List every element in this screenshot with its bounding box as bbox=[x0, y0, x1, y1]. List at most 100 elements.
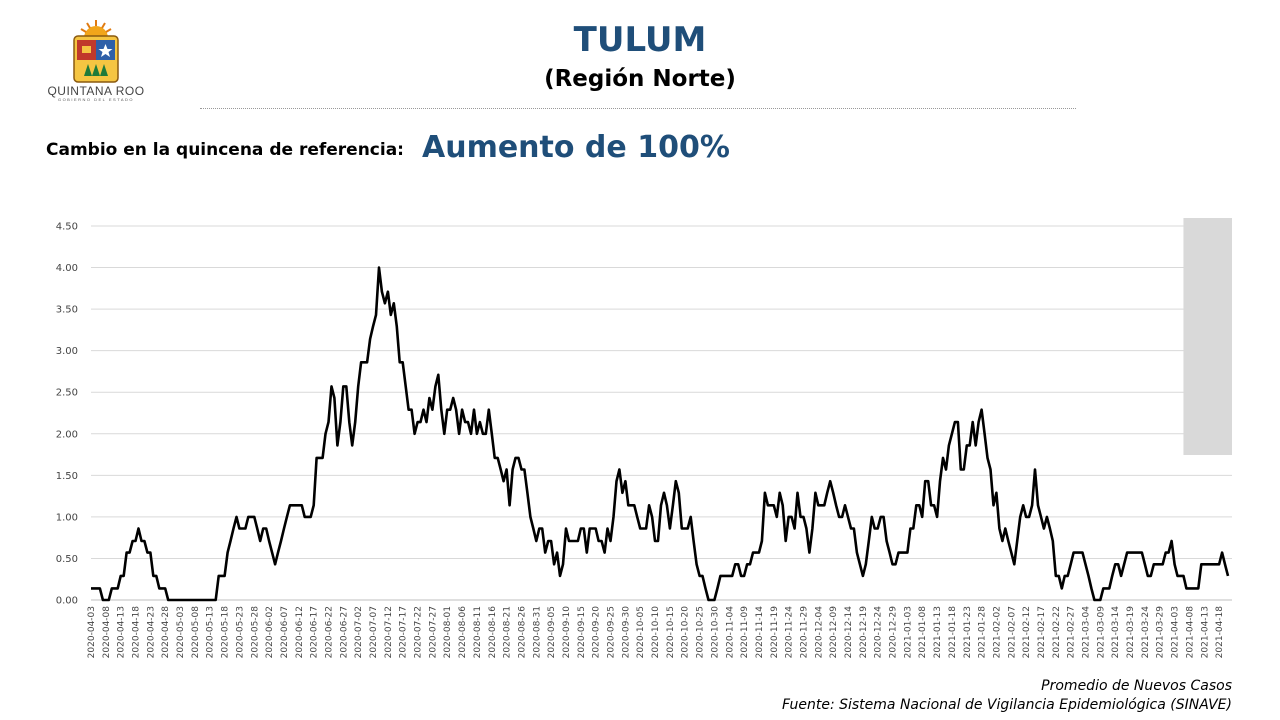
x-tick-label: 2020-06-17 bbox=[310, 606, 320, 658]
x-tick-label: 2021-01-08 bbox=[918, 606, 928, 659]
x-tick-label: 2020-08-26 bbox=[517, 606, 527, 659]
x-tick-label: 2021-04-03 bbox=[1171, 606, 1181, 658]
x-tick-label: 2020-05-18 bbox=[221, 606, 231, 659]
x-tick-label: 2020-07-17 bbox=[399, 606, 409, 658]
x-tick-label: 2020-05-08 bbox=[191, 606, 201, 659]
x-tick-label: 2021-02-27 bbox=[1067, 606, 1077, 658]
change-value: Aumento de 100% bbox=[422, 130, 730, 165]
x-tick-label: 2020-10-20 bbox=[681, 606, 691, 659]
y-tick-label: 4.00 bbox=[56, 263, 78, 274]
x-tick-label: 2020-09-10 bbox=[562, 606, 572, 659]
x-tick-label: 2021-03-09 bbox=[1096, 606, 1106, 659]
x-tick-label: 2020-04-03 bbox=[87, 606, 97, 658]
x-tick-label: 2020-08-06 bbox=[458, 606, 468, 659]
x-tick-label: 2020-09-30 bbox=[621, 606, 631, 659]
y-tick-label: 0.50 bbox=[56, 554, 78, 565]
x-tick-label: 2020-04-13 bbox=[117, 606, 127, 658]
x-tick-label: 2020-12-09 bbox=[829, 606, 839, 659]
x-tick-label: 2020-07-02 bbox=[354, 606, 364, 658]
x-tick-label: 2021-03-24 bbox=[1141, 606, 1151, 659]
x-tick-label: 2020-04-23 bbox=[146, 606, 156, 658]
footer-series-caption: Promedio de Nuevos Casos bbox=[1041, 678, 1232, 694]
x-tick-label: 2021-01-13 bbox=[933, 606, 943, 658]
x-tick-label: 2020-07-27 bbox=[428, 606, 438, 658]
x-tick-label: 2020-12-19 bbox=[859, 606, 869, 659]
y-tick-label: 3.50 bbox=[56, 305, 78, 316]
header-divider bbox=[200, 108, 1076, 109]
x-tick-label: 2020-07-22 bbox=[414, 606, 424, 658]
x-tick-label: 2020-11-04 bbox=[725, 606, 735, 659]
page-title: TULUM bbox=[573, 20, 707, 60]
x-tick-label: 2020-11-19 bbox=[770, 606, 780, 659]
x-tick-label: 2020-04-08 bbox=[102, 606, 112, 659]
x-tick-label: 2020-06-12 bbox=[295, 606, 305, 658]
quintana-roo-coat-of-arms-logo bbox=[73, 20, 119, 83]
footer-source: Fuente: Sistema Nacional de Vigilancia E… bbox=[782, 697, 1232, 713]
x-tick-label: 2020-05-03 bbox=[176, 606, 186, 658]
logo-government-label: GOBIERNO DEL ESTADO bbox=[57, 97, 135, 102]
shaded-region bbox=[1183, 218, 1232, 455]
x-tick-label: 2021-01-03 bbox=[903, 606, 913, 658]
x-tick-label: 2020-05-23 bbox=[235, 606, 245, 658]
y-tick-label: 1.50 bbox=[56, 471, 78, 482]
x-tick-label: 2020-10-10 bbox=[651, 606, 661, 659]
change-label: Cambio en la quincena de referencia: bbox=[46, 140, 404, 160]
y-tick-label: 0.00 bbox=[56, 596, 78, 607]
x-tick-label: 2020-07-12 bbox=[384, 606, 394, 658]
x-tick-label: 2021-02-12 bbox=[1022, 606, 1032, 658]
y-tick-label: 2.50 bbox=[56, 388, 78, 399]
x-tick-label: 2020-12-29 bbox=[889, 606, 899, 659]
x-tick-label: 2021-03-19 bbox=[1126, 606, 1136, 659]
x-tick-label: 2020-11-24 bbox=[785, 606, 795, 659]
x-tick-label: 2020-10-30 bbox=[710, 606, 720, 659]
x-tick-label: 2020-07-07 bbox=[369, 606, 379, 658]
x-tick-label: 2020-10-05 bbox=[636, 606, 646, 658]
x-tick-label: 2020-04-28 bbox=[161, 606, 171, 659]
x-tick-label: 2021-02-07 bbox=[1007, 606, 1017, 658]
x-tick-label: 2020-12-04 bbox=[814, 606, 824, 659]
x-tick-label: 2021-01-28 bbox=[978, 606, 988, 659]
x-tick-label: 2020-06-07 bbox=[280, 606, 290, 658]
x-tick-label: 2020-10-15 bbox=[666, 606, 676, 658]
x-tick-label: 2020-08-31 bbox=[532, 606, 542, 658]
x-tick-label: 2021-04-13 bbox=[1200, 606, 1210, 658]
x-tick-label: 2021-03-29 bbox=[1156, 606, 1166, 659]
x-tick-label: 2021-03-14 bbox=[1111, 606, 1121, 659]
x-tick-label: 2020-08-11 bbox=[473, 606, 483, 658]
x-tick-label: 2020-06-27 bbox=[339, 606, 349, 658]
x-tick-label: 2020-11-14 bbox=[755, 606, 765, 659]
x-tick-label: 2020-12-24 bbox=[874, 606, 884, 659]
x-tick-label: 2020-12-14 bbox=[844, 606, 854, 659]
y-tick-label: 2.00 bbox=[56, 429, 78, 440]
logo-state-name: QUINTANA ROO bbox=[47, 84, 145, 98]
x-tick-label: 2021-04-08 bbox=[1185, 606, 1195, 659]
x-tick-label: 2021-03-04 bbox=[1082, 606, 1092, 659]
x-tick-label: 2020-05-13 bbox=[206, 606, 216, 658]
x-tick-label: 2021-02-17 bbox=[1037, 606, 1047, 658]
y-tick-label: 3.00 bbox=[56, 346, 78, 357]
x-tick-label: 2020-09-20 bbox=[592, 606, 602, 659]
x-tick-label: 2021-01-18 bbox=[948, 606, 958, 659]
x-tick-label: 2020-08-16 bbox=[488, 606, 498, 659]
x-tick-label: 2020-10-25 bbox=[696, 606, 706, 658]
y-tick-label: 4.50 bbox=[56, 222, 78, 233]
x-tick-label: 2020-09-15 bbox=[577, 606, 587, 658]
x-tick-label: 2020-06-22 bbox=[324, 606, 334, 658]
x-tick-label: 2020-05-28 bbox=[250, 606, 260, 659]
x-tick-label: 2021-02-02 bbox=[992, 606, 1002, 658]
x-tick-label: 2020-04-18 bbox=[132, 606, 142, 659]
series-line bbox=[91, 266, 1230, 602]
x-tick-label: 2021-01-23 bbox=[963, 606, 973, 658]
x-tick-label: 2020-11-29 bbox=[799, 606, 809, 659]
x-tick-label: 2021-02-22 bbox=[1052, 606, 1062, 658]
x-tick-label: 2020-09-25 bbox=[607, 606, 617, 658]
page-subtitle: (Región Norte) bbox=[544, 66, 736, 92]
x-tick-label: 2020-08-21 bbox=[503, 606, 513, 658]
y-tick-label: 1.00 bbox=[56, 512, 78, 523]
x-tick-label: 2020-11-09 bbox=[740, 606, 750, 659]
x-tick-label: 2020-09-05 bbox=[547, 606, 557, 658]
x-tick-label: 2020-06-02 bbox=[265, 606, 275, 658]
x-tick-label: 2021-04-18 bbox=[1215, 606, 1225, 659]
x-tick-label: 2020-08-01 bbox=[443, 606, 453, 658]
